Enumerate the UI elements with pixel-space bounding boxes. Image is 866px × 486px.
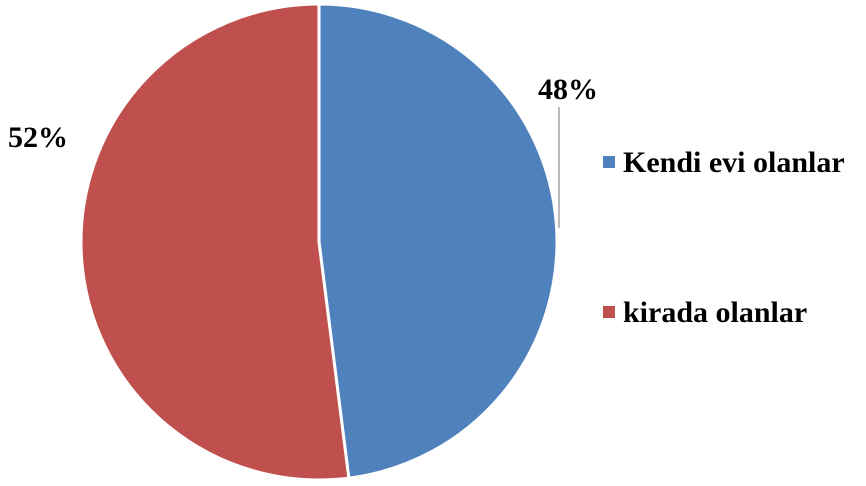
legend-label-1: Kendi evi olanlar xyxy=(623,146,845,179)
data-labels: 48% 52% xyxy=(8,73,598,154)
pie-slices xyxy=(79,2,559,482)
data-label-1: 48% xyxy=(538,73,598,106)
data-label-2: 52% xyxy=(8,121,68,154)
legend-swatch-2 xyxy=(603,306,615,318)
pie-slice-2 xyxy=(79,2,351,482)
pie-slice-1 xyxy=(317,2,559,480)
legend-label-2: kirada olanlar xyxy=(623,296,807,329)
legend-swatch-1 xyxy=(603,156,615,168)
legend: Kendi evi olanlar kirada olanlar xyxy=(603,146,845,329)
